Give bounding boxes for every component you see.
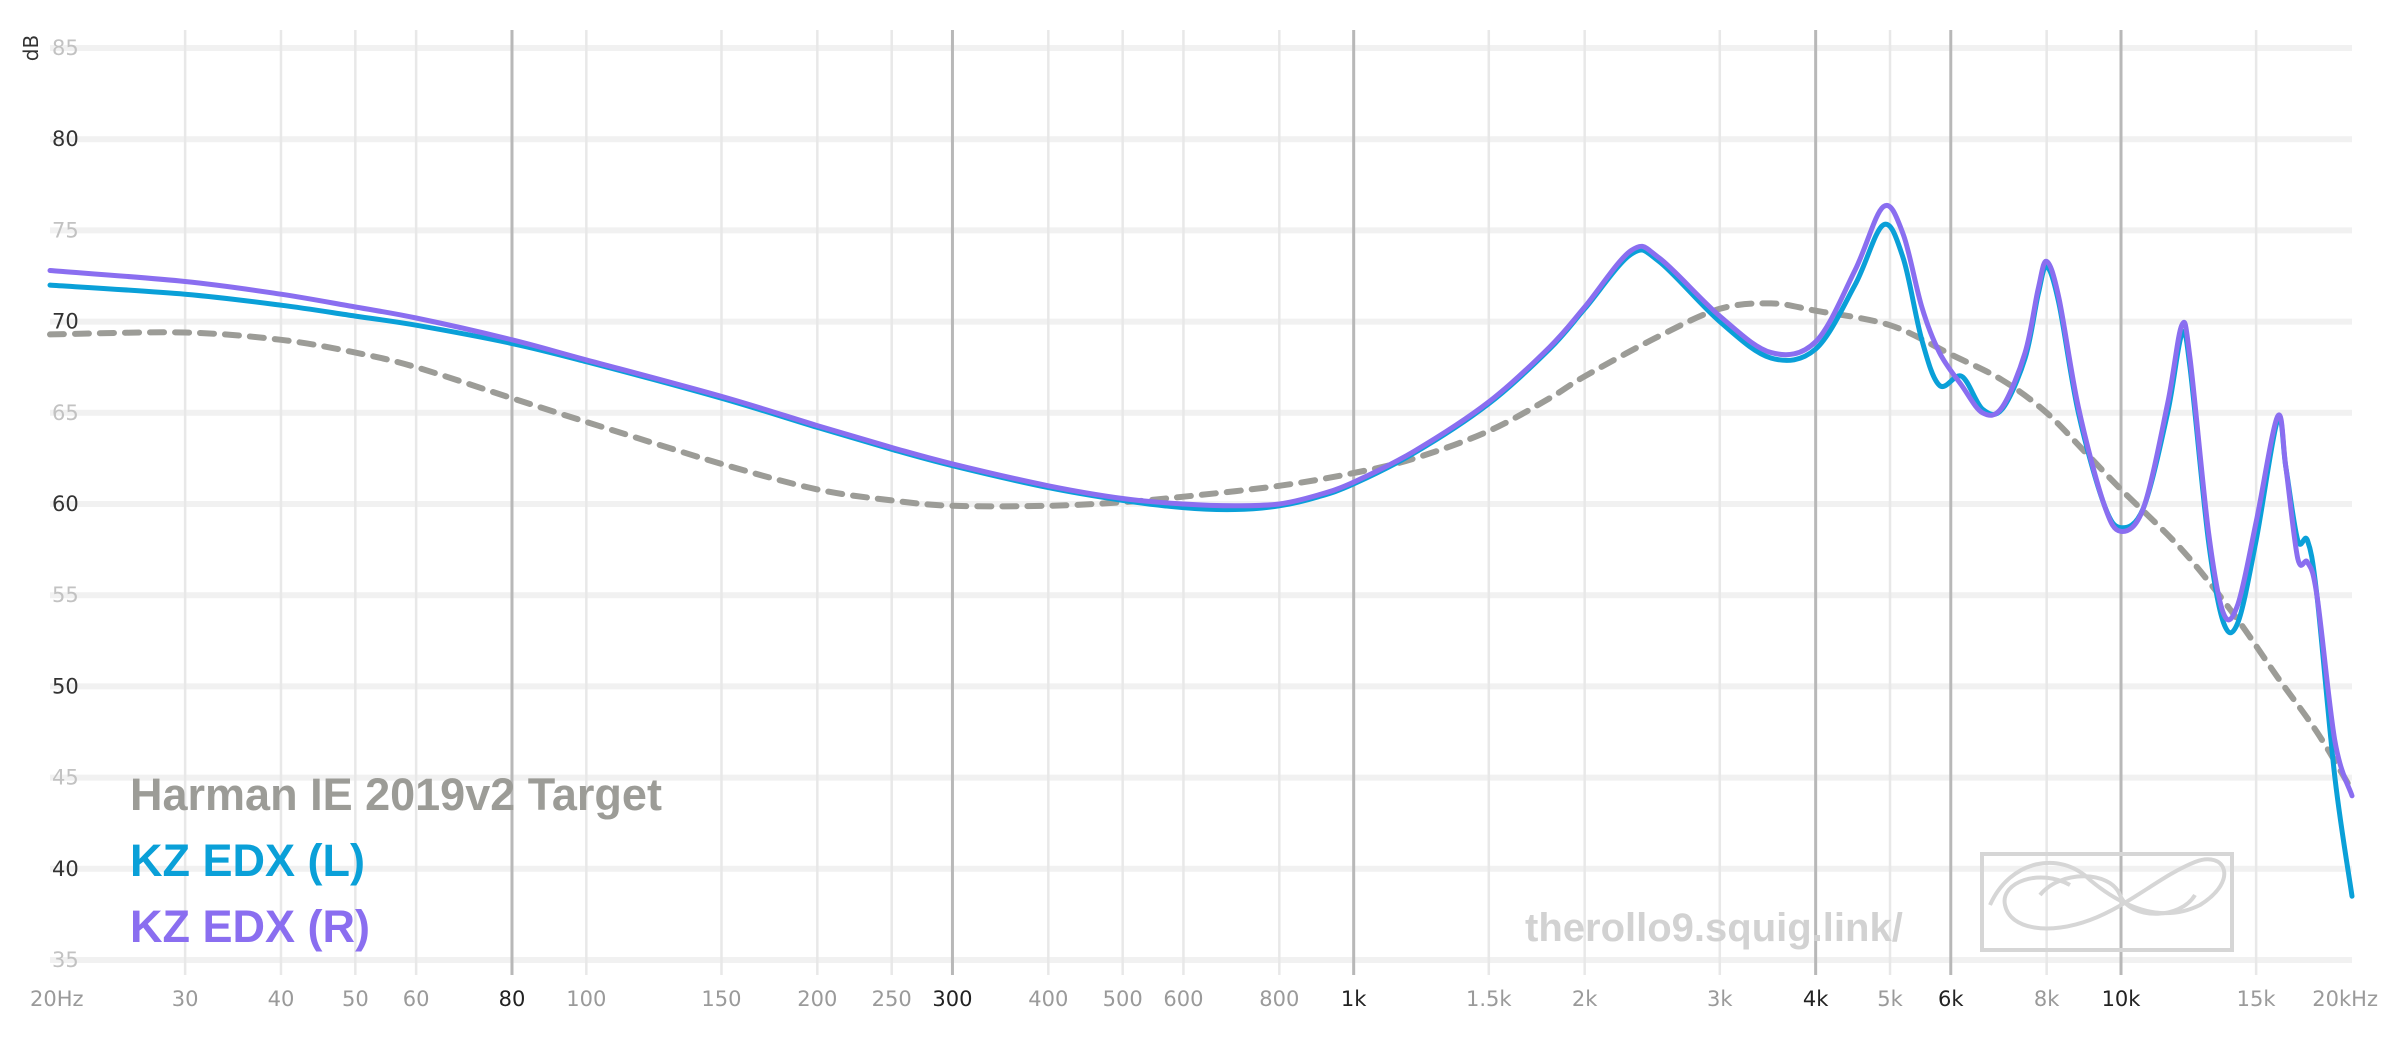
legend-left: KZ EDX (L) — [130, 835, 365, 886]
y-tick-label: 65 — [52, 401, 79, 425]
x-tick-label: 500 — [1103, 987, 1143, 1011]
x-tick-label: 3k — [1707, 987, 1733, 1011]
x-tick-label: 400 — [1028, 987, 1068, 1011]
y-axis-tick-labels: 85 80 75 70 65 60 55 50 45 40 35 — [52, 36, 79, 972]
series-line-kz-edx-right — [47, 202, 2355, 799]
y-tick-label: 85 — [52, 36, 79, 60]
x-tick-label: 10k — [2102, 987, 2142, 1011]
x-tick-label: 2k — [1572, 987, 1598, 1011]
x-tick-label: 600 — [1163, 987, 1203, 1011]
watermark-text: therollo9.squig.link/ — [1525, 906, 1903, 950]
x-tick-label: 200 — [797, 987, 837, 1011]
legend-right: KZ EDX (R) — [130, 901, 370, 952]
y-tick-label: 50 — [52, 674, 79, 698]
x-tick-label: 300 — [932, 987, 972, 1011]
infinity-knot-logo-icon — [1980, 852, 2234, 952]
x-tick-label: 150 — [701, 987, 741, 1011]
y-tick-label: 35 — [52, 948, 79, 972]
x-axis-tick-labels: 20Hz 30 40 50 60 80 100 150 200 250 300 400 500 600 80… — [30, 987, 2378, 1011]
y-tick-label: 55 — [52, 583, 79, 607]
y-tick-label: 80 — [52, 127, 79, 151]
x-tick-label: 20kHz — [2312, 987, 2378, 1011]
x-tick-label: 15k — [2237, 987, 2277, 1011]
x-tick-label: 60 — [403, 987, 430, 1011]
x-tick-label: 4k — [1803, 987, 1829, 1011]
x-tick-label: 20Hz — [30, 987, 84, 1011]
x-tick-label: 40 — [268, 987, 295, 1011]
y-tick-label: 70 — [52, 310, 79, 334]
series-line-target — [47, 300, 2355, 794]
x-tick-label: 6k — [1938, 987, 1964, 1011]
x-tick-label: 5k — [1877, 987, 1903, 1011]
legend-target: Harman IE 2019v2 Target — [130, 769, 662, 820]
x-tick-label: 30 — [172, 987, 199, 1011]
series-layer — [47, 202, 2355, 899]
x-tick-label: 100 — [566, 987, 606, 1011]
y-tick-label: 40 — [52, 857, 79, 881]
y-tick-label: 75 — [52, 218, 79, 242]
x-tick-label: 50 — [342, 987, 369, 1011]
y-tick-label: 60 — [52, 492, 79, 516]
x-tick-label: 800 — [1259, 987, 1299, 1011]
x-tick-label: 1.5k — [1466, 987, 1512, 1011]
y-axis-label: dB — [19, 35, 43, 61]
x-tick-label: 1k — [1341, 987, 1367, 1011]
y-tick-label: 45 — [52, 766, 79, 790]
x-tick-label: 80 — [499, 987, 526, 1011]
x-tick-label: 8k — [2034, 987, 2060, 1011]
x-tick-label: 250 — [872, 987, 912, 1011]
